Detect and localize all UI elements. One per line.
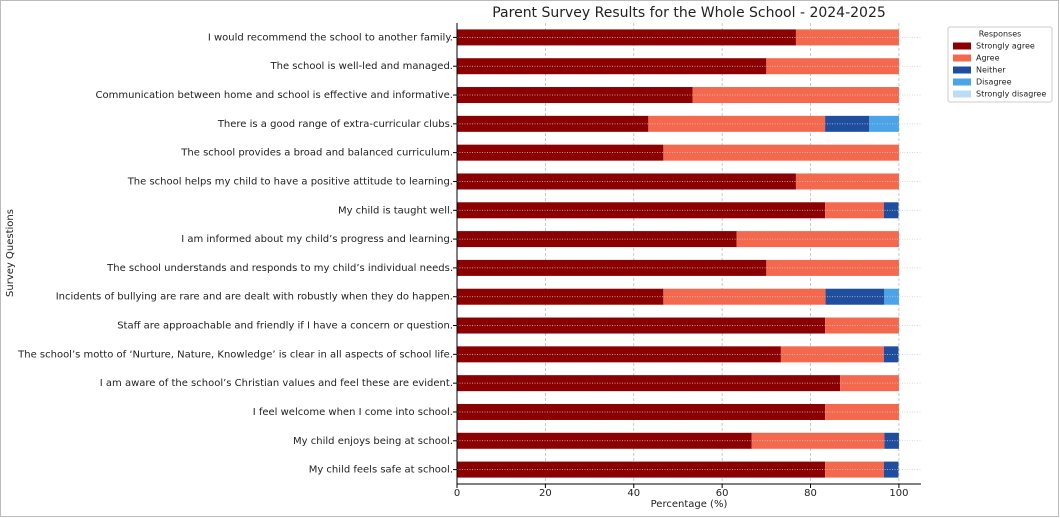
x-tick-label: 80: [804, 488, 817, 499]
legend-label: Agree: [976, 54, 1000, 63]
bar-segment: [663, 288, 826, 305]
y-tick-label: The school is well-led and managed.: [270, 61, 454, 72]
legend-label: Disagree: [976, 78, 1012, 87]
bar-segment: [884, 432, 899, 449]
chart-title: Parent Survey Results for the Whole Scho…: [492, 5, 886, 21]
legend-swatch: [953, 66, 971, 74]
x-tick-label: 0: [454, 488, 460, 499]
legend-label: Neither: [976, 66, 1006, 75]
bar-segment: [457, 317, 826, 334]
legend-swatch: [953, 42, 971, 50]
bar-segment: [648, 115, 826, 132]
bar-segment: [457, 29, 796, 46]
bar-segment: [457, 461, 826, 478]
bar-segment: [457, 173, 796, 190]
y-tick-label: The school helps my child to have a posi…: [127, 176, 453, 187]
y-tick-label: The school provides a broad and balanced…: [180, 148, 453, 159]
bar-segment: [825, 202, 884, 219]
x-axis-label: Percentage (%): [651, 499, 728, 510]
y-tick-label: Staff are approachable and friendly if I…: [117, 321, 453, 332]
legend-swatch: [953, 78, 971, 86]
bar-segment: [825, 461, 884, 478]
x-tick-label: 100: [889, 488, 908, 499]
y-tick-label: The school’s motto of ‘Nurture, Nature, …: [17, 349, 453, 360]
y-tick-label: I am informed about my child’s progress …: [181, 234, 453, 245]
bar-segment: [692, 87, 899, 104]
y-tick-label: There is a good range of extra-curricula…: [217, 119, 453, 130]
legend-label: Strongly agree: [976, 42, 1035, 51]
bar-segment: [457, 375, 841, 392]
legend-title: Responses: [979, 30, 1022, 39]
bar-segment: [457, 58, 767, 75]
y-tick-label: I would recommend the school to another …: [208, 32, 453, 43]
bar-segment: [457, 231, 737, 248]
x-tick-label: 60: [716, 488, 729, 499]
y-tick-label: My child is taught well.: [338, 205, 453, 216]
bar-segment: [883, 346, 899, 363]
legend-swatch: [953, 90, 971, 98]
x-tick-label: 20: [539, 488, 552, 499]
bar-segment: [883, 461, 899, 478]
legend-box: [947, 26, 1053, 103]
bar-segment: [457, 346, 781, 363]
bar-segment: [663, 144, 899, 161]
y-tick-label: The school understands and responds to m…: [106, 263, 453, 274]
x-tick-label: 40: [627, 488, 640, 499]
y-tick-label: I feel welcome when I come into school.: [253, 407, 453, 418]
y-tick-label: My child enjoys being at school.: [293, 436, 453, 447]
y-axis-label: Survey Questions: [5, 209, 16, 297]
bar-segment: [884, 288, 899, 305]
bar-segment: [457, 403, 826, 420]
bar-segment: [751, 432, 885, 449]
y-tick-label: I am aware of the school’s Christian val…: [100, 378, 453, 389]
bar-segment: [869, 115, 899, 132]
bar-segment: [457, 432, 752, 449]
y-tick-label: Communication between home and school is…: [96, 90, 454, 101]
bar-segment: [457, 202, 826, 219]
y-tick-label: Incidents of bullying are rare and are d…: [56, 292, 453, 303]
y-tick-label: My child feels safe at school.: [309, 465, 453, 476]
bar-segment: [883, 202, 899, 219]
bar-segment: [457, 259, 767, 276]
legend-label: Strongly disagree: [976, 90, 1046, 99]
legend-swatch: [953, 54, 971, 62]
